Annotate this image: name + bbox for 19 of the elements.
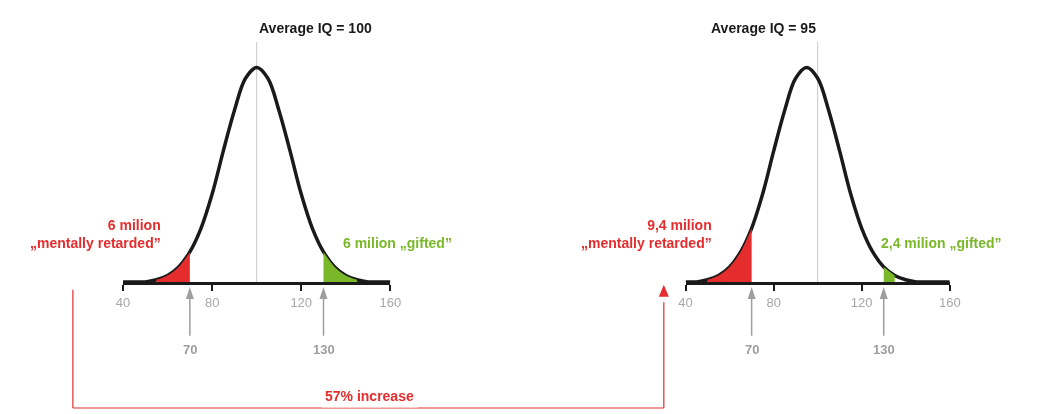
ref-line-label: 130 [873,342,895,357]
ref-line-label: 70 [183,342,198,357]
ref-line-label: 70 [745,342,760,357]
chart-title: Average IQ = 100 [259,20,372,36]
x-tick-label: 160 [379,294,402,310]
ref-line-label: 130 [313,342,335,357]
annotation: 2,4 milion „gifted” [881,235,1002,251]
annotation: 9,4 milion „mentally retarded” [581,217,712,252]
x-tick-label: 40 [115,294,131,310]
x-tick-label: 80 [766,294,781,310]
x-tick-label: 120 [850,294,873,310]
x-tick-label: 120 [290,294,313,310]
x-tick-label: 80 [204,294,220,310]
chart-title: Average IQ = 95 [711,20,817,36]
text: 57% increase [325,388,414,404]
x-tick-label: 160 [938,294,961,310]
x-tick-label: 40 [678,294,693,310]
annotation: 6 milion „gifted” [343,235,452,251]
annotation: 6 milion „mentally retarded” [30,217,161,252]
